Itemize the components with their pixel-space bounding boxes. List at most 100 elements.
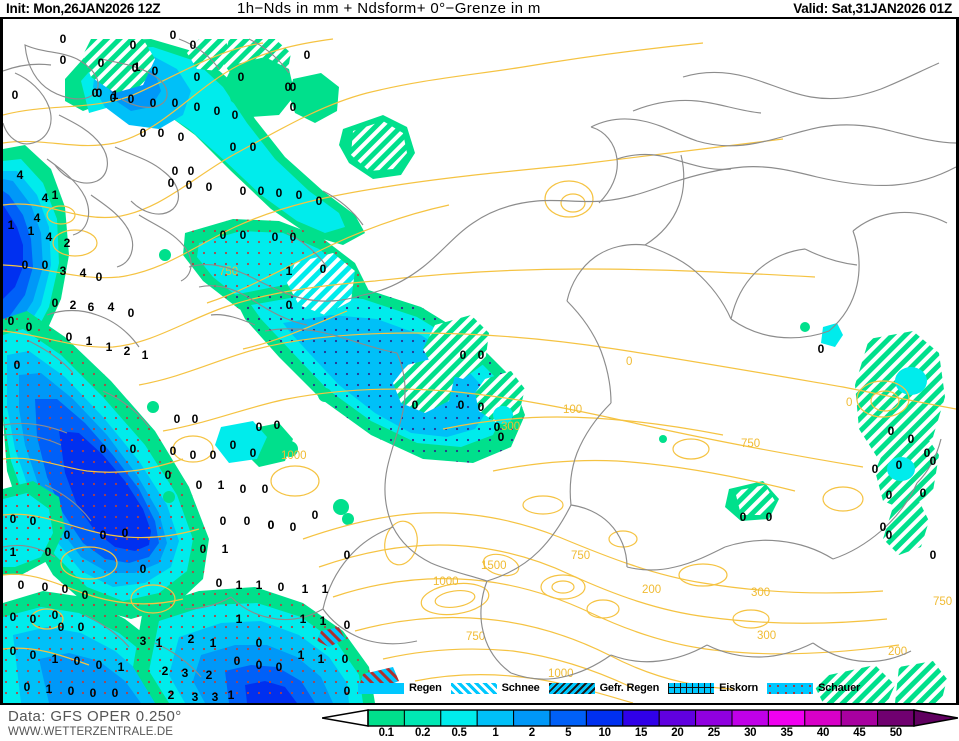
svg-text:0: 0 <box>112 686 119 700</box>
colorbar-tick: 20 <box>671 727 684 739</box>
svg-text:2: 2 <box>70 298 77 312</box>
colorbar-cell <box>549 709 587 727</box>
svg-text:1: 1 <box>318 652 325 666</box>
svg-text:0: 0 <box>140 126 147 140</box>
svg-text:0: 0 <box>818 342 825 356</box>
schauer-swatch-icon <box>767 682 814 694</box>
gefr-regen-swatch-icon <box>548 682 595 694</box>
colorbar-tick: 5 <box>565 727 572 739</box>
colorbar-tick: 35 <box>780 727 793 739</box>
svg-text:1: 1 <box>46 682 53 696</box>
svg-text:0: 0 <box>10 644 17 658</box>
svg-text:0: 0 <box>10 512 17 526</box>
svg-text:0: 0 <box>234 654 241 668</box>
svg-text:0: 0 <box>276 660 283 674</box>
svg-text:2: 2 <box>206 668 213 682</box>
svg-text:0: 0 <box>458 398 465 412</box>
svg-text:0: 0 <box>304 48 311 62</box>
svg-text:3: 3 <box>60 264 67 278</box>
svg-text:750: 750 <box>219 266 238 278</box>
legend-label-schnee: Schnee <box>501 682 540 694</box>
svg-text:0: 0 <box>230 140 237 154</box>
svg-text:0: 0 <box>78 620 85 634</box>
svg-text:300: 300 <box>757 630 776 642</box>
svg-text:0: 0 <box>312 508 319 522</box>
colorbar-cell <box>403 709 442 727</box>
svg-text:0: 0 <box>194 70 201 84</box>
svg-text:750: 750 <box>571 550 590 562</box>
valid-time-label: Valid: Sat,31JAN2026 01Z <box>793 1 952 16</box>
init-time-label: Init: Mon,26JAN2026 12Z <box>6 1 161 16</box>
svg-text:0: 0 <box>344 684 351 698</box>
svg-text:0: 0 <box>64 528 71 542</box>
legend-item-schauer: Schauer <box>767 682 860 694</box>
colorbar-tick: 10 <box>598 727 611 739</box>
svg-text:0: 0 <box>920 486 927 500</box>
svg-text:0: 0 <box>170 28 177 42</box>
weather-map-canvas[interactable]: 100 0 0 300 750 1000 200 750 1000 300 20… <box>0 19 959 705</box>
svg-text:0: 0 <box>96 658 103 672</box>
svg-text:0: 0 <box>880 520 887 534</box>
svg-text:0: 0 <box>158 126 165 140</box>
svg-text:0: 0 <box>256 658 263 672</box>
svg-text:750: 750 <box>933 596 952 608</box>
legend-label-schauer: Schauer <box>818 682 861 694</box>
colorbar-tick: 30 <box>744 727 757 739</box>
svg-text:0: 0 <box>60 32 67 46</box>
svg-text:3: 3 <box>192 690 199 703</box>
svg-text:1: 1 <box>52 188 59 202</box>
legend-item-schnee: Schnee <box>450 682 540 694</box>
svg-text:0: 0 <box>930 454 937 468</box>
colorbar-cell <box>731 709 769 727</box>
svg-text:0: 0 <box>924 446 931 460</box>
colorbar-tick: 40 <box>816 727 830 739</box>
map-right-edge <box>956 19 959 705</box>
map-left-edge <box>0 19 3 705</box>
svg-text:1: 1 <box>28 224 35 238</box>
svg-text:0: 0 <box>220 514 227 528</box>
svg-text:0: 0 <box>214 104 221 118</box>
svg-text:6: 6 <box>88 300 95 314</box>
colorbar-tick: 50 <box>889 727 903 739</box>
eiskorn-swatch-icon <box>668 682 715 694</box>
svg-text:2: 2 <box>188 632 195 646</box>
legend-label-eiskorn: Eiskorn <box>719 682 759 694</box>
svg-text:3: 3 <box>212 690 219 703</box>
svg-text:1000: 1000 <box>281 450 307 462</box>
colorbar-cell <box>585 709 624 727</box>
svg-text:0: 0 <box>188 164 195 178</box>
svg-text:0: 0 <box>22 258 29 272</box>
svg-text:1: 1 <box>302 582 309 596</box>
legend-item-gefrierender-regen: Gefr. Regen <box>548 682 660 694</box>
svg-text:0: 0 <box>240 482 247 496</box>
colorbar-cell <box>877 709 915 727</box>
svg-text:0: 0 <box>230 438 237 452</box>
svg-text:0: 0 <box>62 582 69 596</box>
svg-text:1: 1 <box>106 340 113 354</box>
svg-text:0: 0 <box>344 548 351 562</box>
svg-text:0: 0 <box>232 108 239 122</box>
map-header-bar: Init: Mon,26JAN2026 12Z 1h−Nds in mm + N… <box>0 0 959 19</box>
svg-text:3: 3 <box>140 634 147 648</box>
svg-text:0: 0 <box>320 262 327 276</box>
svg-text:0: 0 <box>908 432 915 446</box>
svg-text:1: 1 <box>210 636 217 650</box>
svg-text:0: 0 <box>82 588 89 602</box>
svg-text:0: 0 <box>886 488 893 502</box>
svg-text:0: 0 <box>256 636 263 650</box>
svg-text:0: 0 <box>250 140 257 154</box>
colorbar-cell <box>440 709 478 727</box>
svg-text:0: 0 <box>196 478 203 492</box>
svg-text:4: 4 <box>46 230 53 244</box>
colorbar-tick: 1 <box>492 727 499 739</box>
svg-text:0: 0 <box>846 397 852 409</box>
colorbar-cell <box>622 709 660 727</box>
svg-text:0: 0 <box>190 448 197 462</box>
svg-text:0: 0 <box>68 684 75 698</box>
svg-text:4: 4 <box>17 168 24 182</box>
legend-label-gefr-regen: Gefr. Regen <box>599 682 660 694</box>
svg-text:0: 0 <box>58 620 65 634</box>
colorbar-cell <box>767 709 806 727</box>
svg-text:1: 1 <box>142 348 149 362</box>
svg-text:0: 0 <box>92 86 99 100</box>
